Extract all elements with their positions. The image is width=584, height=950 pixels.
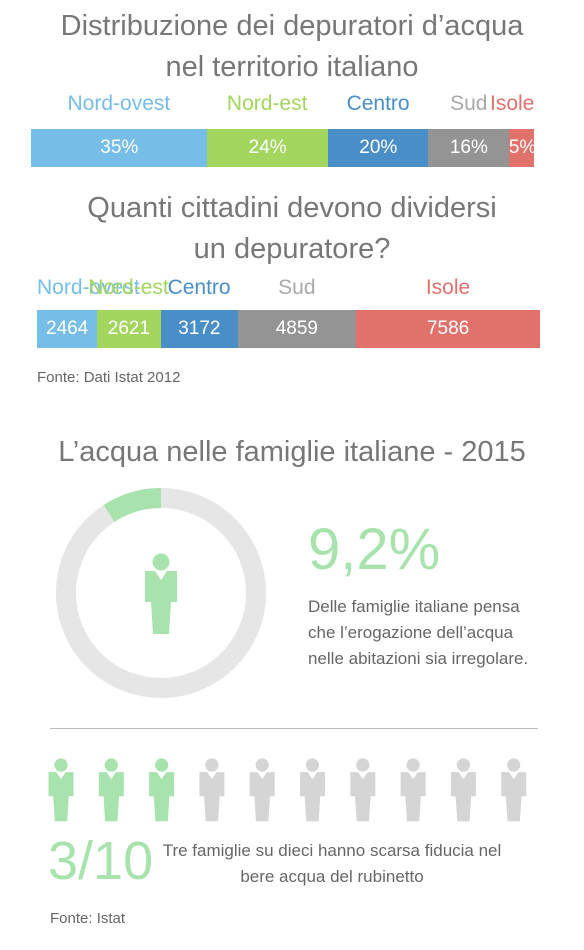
bar-segment-sud: 16% <box>428 129 510 167</box>
person-icon <box>249 758 275 822</box>
bar-segment-centro: 3172 <box>160 310 239 348</box>
legend-label-nord-est: Nord-est <box>88 276 169 299</box>
person-icon <box>400 758 426 822</box>
donut-chart <box>56 488 266 698</box>
chart1-title: Distribuzione dei depuratori d’acqua nel… <box>0 6 584 88</box>
legend-label-nord-ovest: Nord-ovest <box>67 92 171 115</box>
bar-segment-nord-ovest: 35% <box>31 129 208 167</box>
fraction-value: 3/10 <box>48 831 154 891</box>
person-icon <box>501 758 527 822</box>
chart1-title-line1: Distribuzione dei depuratori d’acqua <box>60 10 524 42</box>
divider <box>50 728 538 729</box>
legend-label-isole: Isole <box>425 276 471 299</box>
chart2-title-line2: un depuratore? <box>193 233 391 265</box>
fracdesc-line1: Tre famiglie su dieci hanno scarsa fiduc… <box>162 841 502 860</box>
donut-slice <box>103 488 162 522</box>
desc-line3: nelle abitazioni sia irregolare. <box>308 649 529 668</box>
legend-label-nord-ovest: Nord-ovest <box>37 276 140 299</box>
bar-segment-nord-est: 24% <box>207 129 329 167</box>
person-icon <box>98 758 124 822</box>
chart1-bar: 35% 24% 20% 16% 5% <box>31 129 535 167</box>
legend-label-nord-est: Nord-est <box>226 92 308 115</box>
legend-label-isole: Isole <box>490 92 535 115</box>
legend-label-centro: Centro <box>346 92 410 115</box>
fraction-description: Tre famiglie su dieci hanno scarsa fiduc… <box>162 838 502 890</box>
person-icon <box>350 758 376 822</box>
source-bottom: Fonte: Istat <box>50 910 126 927</box>
chart2-title: Quanti cittadini devono dividersi un dep… <box>0 188 584 270</box>
bar-segment-nord-ovest: 2464 <box>37 310 98 348</box>
source-top: Fonte: Dati Istat 2012 <box>37 369 181 386</box>
desc-line1: Delle famiglie italiane pensa <box>308 597 520 616</box>
person-icon <box>300 758 325 822</box>
bar-segment-sud: 4859 <box>237 310 357 348</box>
chart2-title-line1: Quanti cittadini devono dividersi <box>87 192 497 224</box>
person-icon <box>149 758 175 822</box>
chart3-title: L’acqua nelle famiglie italiane - 2015 <box>58 436 526 468</box>
chart2-legend: Nord-ovest Nord-est Centro Sud Isole <box>37 276 540 304</box>
legend-label-sud: Sud <box>278 276 316 299</box>
pictogram-row <box>48 758 527 822</box>
person-icon <box>199 758 225 822</box>
chart2-bar: 2464 2621 3172 4859 7586 <box>37 310 541 348</box>
bar-segment-isole: 7586 <box>355 310 541 348</box>
bar-segment-centro: 20% <box>327 129 429 167</box>
big-percentage: 9,2% <box>308 517 441 582</box>
person-icon <box>450 758 476 822</box>
bar-segment-isole: 5% <box>508 129 535 167</box>
bar-segment-nord-est: 2621 <box>96 310 162 348</box>
percentage-description: Delle famiglie italiane pensa che l’erog… <box>308 594 568 672</box>
person-icon <box>48 758 74 822</box>
legend-label-centro: Centro <box>167 276 231 299</box>
chart1-legend: Nord-ovest Nord-est Centro Sud Isole <box>31 92 535 120</box>
fracdesc-line2: bere acqua del rubinetto <box>240 867 424 886</box>
person-icon <box>145 553 177 634</box>
desc-line2: che l’erogazione dell’acqua <box>308 623 514 642</box>
legend-label-sud: Sud <box>450 92 488 115</box>
chart1-title-line2: nel territorio italiano <box>165 51 419 83</box>
